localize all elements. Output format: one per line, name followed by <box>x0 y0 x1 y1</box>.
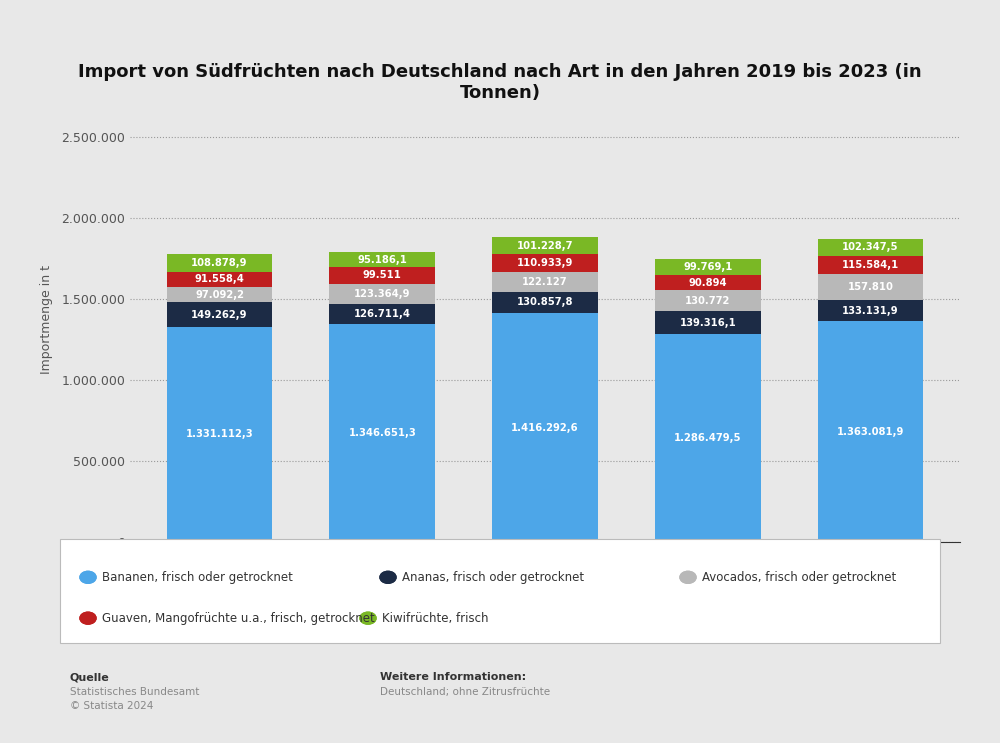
Bar <box>329 284 435 304</box>
Text: 149.262,9: 149.262,9 <box>191 310 248 319</box>
Bar <box>167 272 272 287</box>
Text: Kiwifrüchte, frisch: Kiwifrüchte, frisch <box>382 611 489 625</box>
Text: 102.347,5: 102.347,5 <box>842 242 899 252</box>
Text: Deutschland; ohne Zitrusfrüchte: Deutschland; ohne Zitrusfrüchte <box>380 687 550 697</box>
Text: Avocados, frisch oder getrocknet: Avocados, frisch oder getrocknet <box>702 571 896 584</box>
Text: 108.878,9: 108.878,9 <box>191 258 248 268</box>
Text: Guaven, Mangofrüchte u.a., frisch, getrocknet: Guaven, Mangofrüchte u.a., frisch, getro… <box>102 611 375 625</box>
Text: Ananas, frisch oder getrocknet: Ananas, frisch oder getrocknet <box>402 571 584 584</box>
Bar <box>818 256 923 274</box>
Bar <box>492 291 598 313</box>
Bar <box>492 313 598 542</box>
Text: 133.131,9: 133.131,9 <box>842 305 899 316</box>
Bar <box>492 238 598 254</box>
Text: 1.346.651,3: 1.346.651,3 <box>348 428 416 438</box>
Text: Guaven, Mangofrüchte u.a., frisch, getrocknet: Guaven, Mangofrüchte u.a., frisch, getro… <box>102 611 375 625</box>
Bar <box>329 267 435 284</box>
Text: Weitere Informationen:: Weitere Informationen: <box>380 672 526 682</box>
Text: 115.584,1: 115.584,1 <box>842 260 899 270</box>
Bar <box>655 290 761 311</box>
Text: 1.416.292,6: 1.416.292,6 <box>511 423 579 432</box>
Text: 1.363.081,9: 1.363.081,9 <box>837 427 904 437</box>
Text: 130.772: 130.772 <box>685 296 730 305</box>
Text: 97.092,2: 97.092,2 <box>195 290 244 299</box>
Text: Avocados, frisch oder getrocknet: Avocados, frisch oder getrocknet <box>702 571 896 584</box>
Bar <box>329 252 435 267</box>
Text: Bananen, frisch oder getrocknet: Bananen, frisch oder getrocknet <box>102 571 293 584</box>
Text: Statistisches Bundesamt: Statistisches Bundesamt <box>70 687 199 697</box>
Bar <box>329 304 435 324</box>
Text: 99.769,1: 99.769,1 <box>683 262 732 272</box>
Text: 157.810: 157.810 <box>848 282 893 292</box>
Bar <box>655 334 761 542</box>
Text: Import von Südfrüchten nach Deutschland nach Art in den Jahren 2019 bis 2023 (in: Import von Südfrüchten nach Deutschland … <box>78 63 922 102</box>
Text: Ananas, frisch oder getrocknet: Ananas, frisch oder getrocknet <box>402 571 584 584</box>
Bar <box>655 276 761 290</box>
Text: 110.933,9: 110.933,9 <box>517 258 573 267</box>
Text: 123.364,9: 123.364,9 <box>354 288 411 299</box>
Bar <box>818 322 923 542</box>
Text: 139.316,1: 139.316,1 <box>679 317 736 328</box>
Text: 130.857,8: 130.857,8 <box>517 297 573 307</box>
Bar <box>818 274 923 300</box>
Text: 126.711,4: 126.711,4 <box>354 309 411 319</box>
Text: 91.558,4: 91.558,4 <box>195 274 244 285</box>
Text: 122.127: 122.127 <box>522 276 568 287</box>
Bar <box>492 272 598 291</box>
Text: 101.228,7: 101.228,7 <box>517 241 573 250</box>
Text: 90.894: 90.894 <box>688 278 727 288</box>
Bar <box>655 311 761 334</box>
Bar <box>167 287 272 302</box>
Text: 1.331.112,3: 1.331.112,3 <box>186 429 253 440</box>
Bar <box>329 324 435 542</box>
Bar <box>167 254 272 272</box>
Text: 99.511: 99.511 <box>363 270 402 280</box>
Text: 1.286.479,5: 1.286.479,5 <box>674 433 741 443</box>
Bar <box>818 239 923 256</box>
Text: 95.186,1: 95.186,1 <box>357 255 407 265</box>
Text: Kiwifrüchte, frisch: Kiwifrüchte, frisch <box>382 611 489 625</box>
Bar <box>167 327 272 542</box>
Text: Bananen, frisch oder getrocknet: Bananen, frisch oder getrocknet <box>102 571 293 584</box>
Bar <box>492 254 598 272</box>
Bar <box>818 300 923 322</box>
Bar <box>167 302 272 327</box>
Text: © Statista 2024: © Statista 2024 <box>70 701 153 710</box>
Bar <box>655 259 761 276</box>
Text: Quelle: Quelle <box>70 672 110 682</box>
Y-axis label: Importmenge in t: Importmenge in t <box>40 265 53 374</box>
